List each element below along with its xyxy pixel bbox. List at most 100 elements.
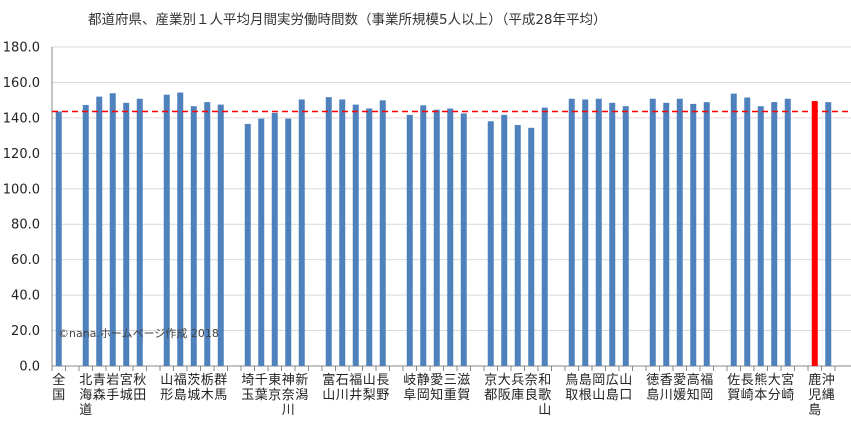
x-tick-label: 千葉 — [255, 373, 268, 403]
x-tick-label: 島根 — [579, 373, 592, 403]
bar-新潟 — [298, 99, 305, 367]
bar-群馬 — [217, 104, 224, 366]
x-tick-label: 山梨 — [363, 373, 376, 403]
x-tick-label: 愛媛 — [673, 373, 686, 403]
bar-香川 — [663, 102, 670, 366]
x-tick-label: 北海道 — [79, 373, 92, 418]
bar-山梨 — [366, 108, 373, 367]
bar-長野 — [379, 100, 386, 367]
bar-宮城 — [123, 102, 130, 366]
bar-三重 — [447, 108, 454, 367]
y-tick-label: 0.0 — [19, 360, 40, 375]
x-tick-label: 福島 — [174, 373, 187, 403]
bar-福岡 — [703, 102, 710, 366]
bar-滋賀 — [460, 113, 467, 366]
bar-茨城 — [190, 106, 197, 366]
bar-和歌山 — [541, 107, 548, 367]
bar-宮崎 — [784, 98, 791, 366]
bar-岩手 — [109, 93, 116, 366]
x-tick-label: 大阪 — [498, 373, 511, 403]
x-tick-label: 奈良 — [525, 373, 538, 403]
bar-福井 — [352, 104, 359, 366]
x-tick-label: 和歌山 — [538, 373, 551, 418]
y-tick-label: 60.0 — [11, 253, 40, 268]
bar-全国 — [55, 111, 62, 367]
x-tick-label: 福岡 — [700, 373, 713, 403]
bar-高知 — [690, 103, 697, 366]
bar-神奈川 — [285, 118, 292, 366]
x-tick-label: 長野 — [376, 373, 389, 403]
x-tick-label: 神奈川 — [282, 373, 295, 418]
y-tick-label: 120.0 — [3, 147, 40, 162]
bar-埼玉 — [244, 123, 251, 366]
x-tick-label: 東京 — [268, 372, 281, 403]
x-tick-label: 沖縄 — [822, 373, 835, 403]
x-tick-label: 愛知 — [430, 373, 443, 403]
x-tick-label: 山口 — [619, 373, 632, 403]
watermark: ©nana.ホームページ作成 2018 — [58, 327, 219, 340]
bar-秋田 — [136, 98, 143, 366]
chart-title: 都道府県、産業別１人平均月間実労働時間数（事業所規模5人以上）（平成28年平均） — [88, 12, 607, 28]
x-tick-label: 大分 — [768, 373, 781, 403]
bar-愛媛 — [676, 98, 683, 366]
y-tick-label: 20.0 — [11, 324, 40, 339]
bar-京都 — [487, 121, 494, 367]
bar-佐賀 — [730, 93, 737, 367]
bar-北海道 — [82, 104, 89, 367]
bar-山口 — [622, 106, 629, 366]
bar-大分 — [771, 102, 778, 366]
x-tick-label: 鳥取 — [565, 373, 578, 403]
x-tick-label: 石川 — [336, 373, 349, 403]
bar-沖縄 — [825, 102, 832, 366]
bar-石川 — [339, 99, 346, 367]
x-tick-label: 岩手 — [106, 373, 119, 403]
bar-徳島 — [649, 98, 656, 366]
bar-奈良 — [528, 127, 535, 367]
x-tick-label: 福井 — [349, 373, 362, 403]
x-tick-label: 徳島 — [646, 373, 659, 403]
x-tick-label: 高知 — [687, 372, 700, 403]
bar-静岡 — [420, 105, 427, 366]
bar-栃木 — [204, 102, 211, 366]
x-tick-label: 岡山 — [592, 373, 605, 403]
x-tick-label: 三重 — [444, 373, 457, 403]
y-tick-label: 140.0 — [3, 111, 40, 126]
x-tick-label: 青森 — [93, 373, 106, 403]
bar-愛知 — [433, 109, 440, 366]
bar-鳥取 — [568, 98, 575, 366]
bar-東京 — [271, 112, 278, 366]
x-tick-label: 全国 — [52, 372, 65, 403]
bar-島根 — [582, 99, 589, 367]
x-tick-label: 茨城 — [187, 373, 200, 403]
bar-鹿児島 — [811, 101, 818, 366]
x-tick-label: 埼玉 — [241, 373, 254, 403]
x-tick-label: 宮崎 — [781, 372, 794, 403]
x-tick-label: 岐阜 — [403, 373, 416, 403]
x-tick-label: 新潟 — [295, 372, 308, 403]
x-tick-label: 富山 — [322, 372, 335, 403]
bar-大阪 — [501, 114, 508, 366]
x-tick-label: 兵庫 — [511, 373, 524, 403]
y-tick-label: 100.0 — [3, 182, 40, 197]
x-tick-label: 京都 — [484, 373, 497, 403]
x-tick-label: 宮城 — [120, 372, 133, 403]
y-tick-label: 80.0 — [11, 218, 40, 233]
x-tick-label: 熊本 — [754, 372, 767, 403]
x-tick-label: 滋賀 — [457, 373, 470, 403]
bar-岡山 — [595, 98, 602, 366]
x-tick-label: 佐賀 — [727, 373, 740, 403]
x-tick-label: 静岡 — [417, 373, 430, 403]
x-tick-label: 鹿児島 — [808, 372, 821, 418]
y-tick-label: 160.0 — [3, 76, 40, 91]
x-tick-label: 山形 — [160, 373, 173, 403]
bar-富山 — [325, 97, 332, 366]
bar-千葉 — [258, 118, 265, 366]
x-tick-label: 長崎 — [741, 373, 754, 403]
bar-福島 — [177, 92, 184, 366]
y-tick-label: 180.0 — [3, 41, 40, 56]
x-tick-label: 栃木 — [201, 373, 214, 403]
x-tick-label: 香川 — [660, 373, 673, 403]
bar-岐阜 — [406, 114, 413, 366]
x-tick-label: 群馬 — [214, 373, 227, 403]
